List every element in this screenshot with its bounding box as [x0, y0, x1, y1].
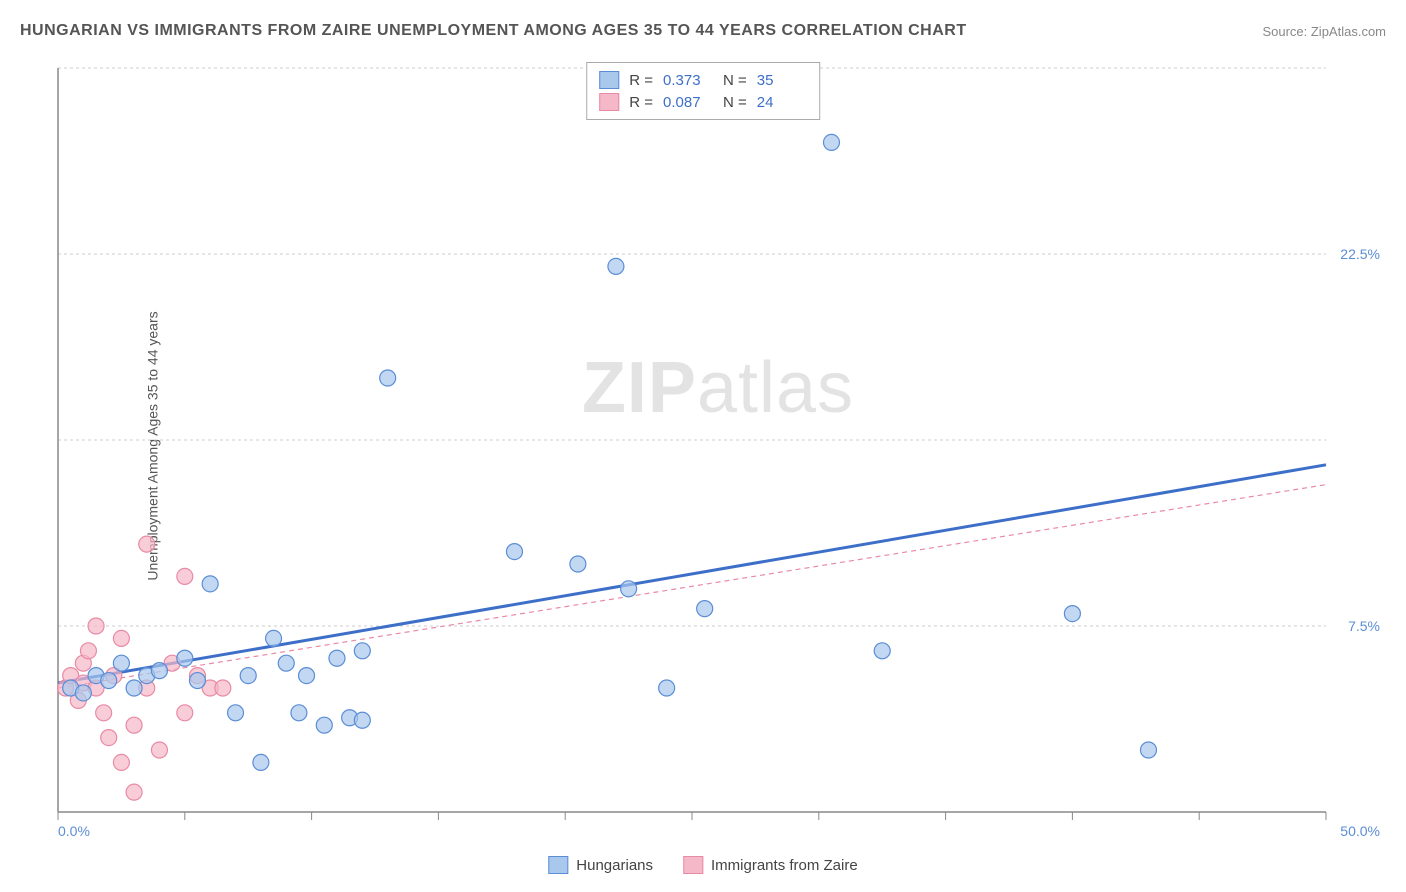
swatch-blue-icon: [548, 856, 568, 874]
svg-text:50.0%: 50.0%: [1340, 823, 1380, 839]
n-label: N =: [723, 72, 747, 89]
r-value-zaire: 0.087: [663, 94, 713, 111]
n-value-hungarians: 35: [757, 72, 807, 89]
legend-row-zaire: R = 0.087 N = 24: [599, 91, 807, 113]
svg-text:0.0%: 0.0%: [58, 823, 90, 839]
svg-text:22.5%: 22.5%: [1340, 246, 1380, 262]
series-legend: Hungarians Immigrants from Zaire: [548, 856, 857, 874]
legend-label: Hungarians: [576, 857, 653, 874]
n-value-zaire: 24: [757, 94, 807, 111]
r-label: R =: [629, 94, 653, 111]
swatch-pink-icon: [599, 93, 619, 111]
correlation-legend: R = 0.373 N = 35 R = 0.087 N = 24: [586, 62, 820, 120]
chart-title: HUNGARIAN VS IMMIGRANTS FROM ZAIRE UNEMP…: [20, 22, 967, 40]
svg-text:7.5%: 7.5%: [1348, 618, 1380, 634]
legend-label: Immigrants from Zaire: [711, 857, 858, 874]
n-label: N =: [723, 94, 747, 111]
chart-area: ZIPatlas 7.5%22.5%0.0%50.0%: [50, 60, 1386, 842]
r-value-hungarians: 0.373: [663, 72, 713, 89]
legend-item-zaire: Immigrants from Zaire: [683, 856, 858, 874]
r-label: R =: [629, 72, 653, 89]
source-attribution: Source: ZipAtlas.com: [1262, 24, 1386, 39]
scatter-plot: 7.5% 22.5% 0.0% 50.0%: [50, 60, 1386, 842]
legend-item-hungarians: Hungarians: [548, 856, 653, 874]
legend-row-hungarians: R = 0.373 N = 35: [599, 69, 807, 91]
swatch-pink-icon: [683, 856, 703, 874]
swatch-blue-icon: [599, 71, 619, 89]
